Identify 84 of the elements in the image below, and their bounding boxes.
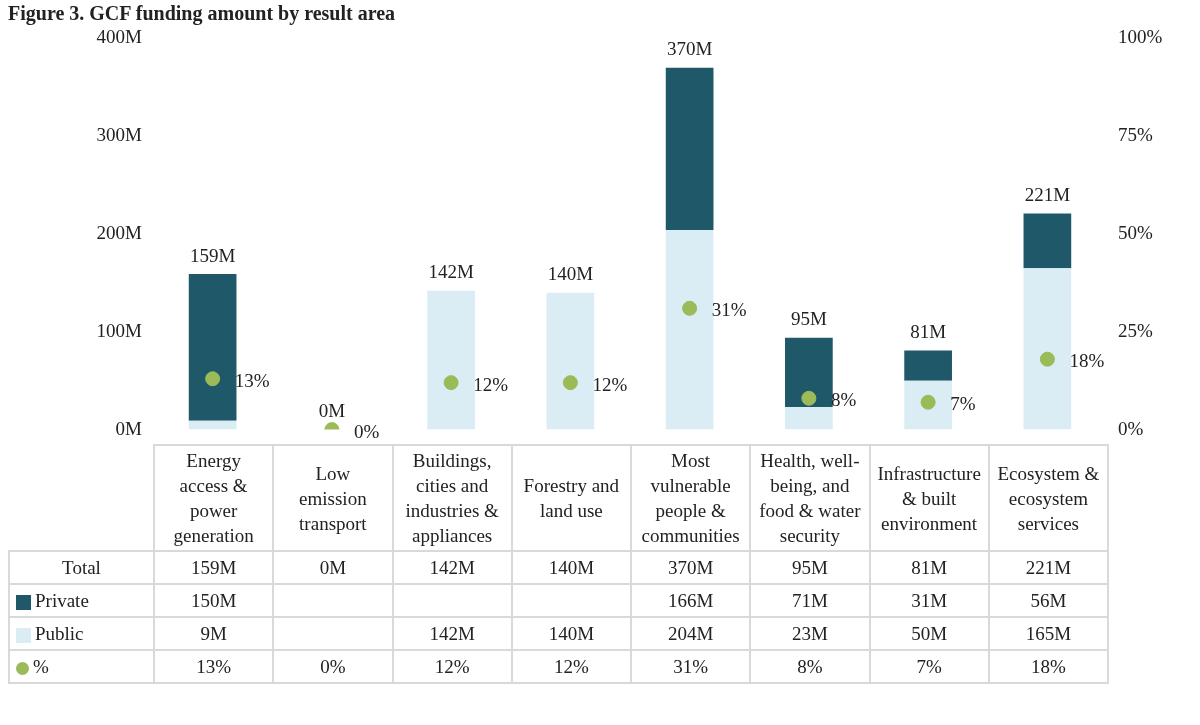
x-tick-label: Most vulnerable people & communities [631, 445, 751, 551]
text: 159M [190, 556, 237, 578]
data-label: 12% [511, 650, 631, 683]
text: 0M [318, 400, 346, 422]
bar [188, 420, 237, 430]
y-tick-label: 100M [96, 319, 143, 341]
total-label: 221M [1024, 183, 1071, 205]
text: 95M [791, 556, 828, 578]
text: 140M [548, 556, 595, 578]
total-label: 159M [189, 244, 236, 266]
y-tick-label: 0M [115, 417, 143, 439]
y2-tick-label: 25% [1118, 319, 1153, 341]
data-label: 166M [631, 584, 751, 617]
y2-tick-label: 50% [1118, 221, 1153, 243]
text: 7% [950, 393, 976, 415]
text: 142M [429, 556, 475, 578]
x-tick-label: Ecosystem & ecosystem services [988, 445, 1108, 551]
total-label: 81M [910, 320, 947, 342]
total-label: 370M [666, 38, 713, 60]
data-label: 165M [988, 617, 1108, 650]
data-label: 13% [154, 650, 274, 683]
point [562, 375, 578, 391]
legend-label: Public [9, 617, 154, 650]
bar [904, 380, 952, 430]
data-label: 9M [154, 617, 274, 650]
text: 0% [353, 420, 380, 442]
text: 0M [319, 556, 347, 578]
data-label: 18% [988, 650, 1108, 683]
data-label: 71M [750, 584, 870, 617]
total-label: 142M [428, 261, 474, 283]
legend-label: % [9, 650, 154, 683]
text: 13% [234, 369, 270, 391]
bar [188, 274, 237, 421]
data-label: 8% [750, 650, 870, 683]
text: 221M [1025, 556, 1072, 578]
bar [427, 290, 475, 430]
text: 81M [911, 556, 948, 578]
text: 31% [711, 299, 747, 321]
point [205, 371, 221, 387]
data-label: 204M [631, 617, 751, 650]
x-tick-label: Buildings, cities and industries & appliances [392, 445, 512, 551]
text: 18% [1069, 350, 1105, 372]
x-tick-label: Infrastructure & built environment [869, 445, 989, 551]
data-label: 140M [511, 617, 631, 650]
x-tick-label: Low emission transport [273, 445, 393, 551]
text: 12% [592, 373, 628, 395]
data-label: 0% [273, 650, 393, 683]
data-label: 150M [154, 584, 274, 617]
data-label: 142M [392, 617, 512, 650]
text: 370M [667, 556, 714, 578]
legend-label: Private [9, 584, 154, 617]
y-tick-label: 400M [96, 26, 143, 48]
bar [785, 337, 833, 408]
data-label: 23M [750, 617, 870, 650]
x-tick-label: Forestry and land use [511, 445, 631, 551]
data-label: 50M [869, 617, 989, 650]
bar [785, 407, 833, 430]
y2-tick-label: 75% [1118, 124, 1153, 146]
bar [1023, 268, 1072, 430]
bar [1023, 213, 1072, 269]
y-tick-label: 200M [96, 221, 143, 243]
data-label: 56M [988, 584, 1108, 617]
bar [665, 230, 714, 430]
point [801, 390, 817, 406]
point [443, 375, 459, 391]
data-label: 31% [631, 650, 751, 683]
point [1039, 351, 1055, 367]
data-label: 31M [869, 584, 989, 617]
bar [904, 350, 952, 381]
y2-tick-label: 100% [1118, 26, 1163, 48]
y-tick-label: 300M [96, 124, 143, 146]
chart-title: Figure 3. GCF funding amount by result area [8, 2, 397, 24]
data-label: 7% [869, 650, 989, 683]
bar [546, 292, 595, 430]
text: Total [9, 551, 154, 584]
bar [665, 67, 714, 231]
y2-tick-label: 0% [1118, 417, 1144, 439]
total-label: 95M [790, 308, 827, 330]
x-tick-label: Health, well-being, and food & water security [750, 445, 870, 551]
x-tick-label: Energy access & power generation [154, 445, 274, 551]
data-label: 12% [392, 650, 512, 683]
point [682, 300, 698, 316]
text: 12% [473, 373, 508, 395]
total-label: 140M [547, 263, 594, 285]
